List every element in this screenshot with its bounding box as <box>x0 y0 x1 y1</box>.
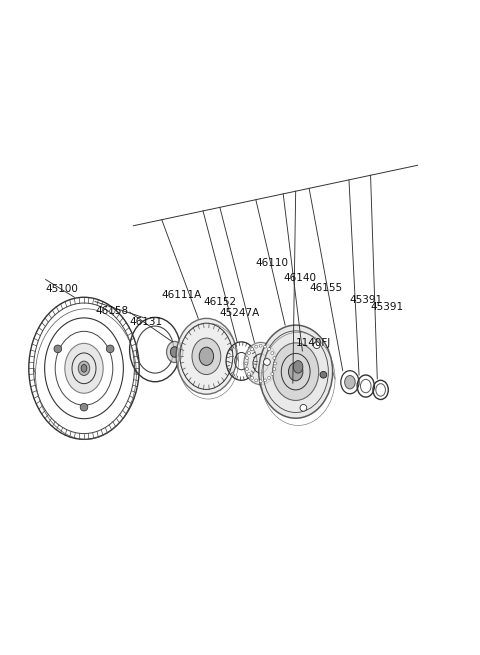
Circle shape <box>80 403 88 411</box>
Text: 46111A: 46111A <box>162 290 202 300</box>
Text: 46155: 46155 <box>309 283 342 293</box>
Circle shape <box>251 348 253 350</box>
Circle shape <box>107 345 114 352</box>
Circle shape <box>264 345 266 348</box>
Circle shape <box>255 345 258 348</box>
Text: 46110: 46110 <box>256 258 289 268</box>
Ellipse shape <box>293 361 303 373</box>
Circle shape <box>268 377 271 379</box>
Circle shape <box>274 362 276 365</box>
Ellipse shape <box>259 325 333 419</box>
Circle shape <box>300 405 307 411</box>
Circle shape <box>248 373 251 375</box>
Circle shape <box>271 373 274 375</box>
Circle shape <box>268 348 271 350</box>
Text: 46158: 46158 <box>95 306 128 316</box>
Circle shape <box>273 356 276 360</box>
Circle shape <box>264 379 266 382</box>
Circle shape <box>264 358 270 365</box>
Circle shape <box>245 362 248 365</box>
Circle shape <box>259 345 262 347</box>
Text: 45391: 45391 <box>371 302 404 312</box>
Text: 45391: 45391 <box>349 295 382 305</box>
Ellipse shape <box>199 347 214 365</box>
Ellipse shape <box>65 343 103 393</box>
Circle shape <box>320 371 327 378</box>
Text: 46131: 46131 <box>130 317 163 327</box>
Text: 46140: 46140 <box>283 272 316 282</box>
Circle shape <box>54 345 61 352</box>
Circle shape <box>313 342 320 348</box>
Ellipse shape <box>170 346 179 357</box>
Ellipse shape <box>81 364 87 372</box>
Ellipse shape <box>345 375 355 389</box>
Circle shape <box>271 352 274 354</box>
Circle shape <box>251 377 253 379</box>
Ellipse shape <box>78 361 90 375</box>
Ellipse shape <box>176 318 237 394</box>
Ellipse shape <box>288 362 303 381</box>
Circle shape <box>255 379 258 382</box>
Ellipse shape <box>273 343 319 400</box>
Circle shape <box>273 367 276 371</box>
Ellipse shape <box>244 343 277 384</box>
Circle shape <box>259 380 262 383</box>
Ellipse shape <box>192 338 221 375</box>
Circle shape <box>248 352 251 354</box>
Circle shape <box>245 356 248 360</box>
Text: 45247A: 45247A <box>220 308 260 318</box>
Circle shape <box>245 367 248 371</box>
Text: 46152: 46152 <box>203 297 236 307</box>
Text: 1140FJ: 1140FJ <box>296 338 331 348</box>
Ellipse shape <box>167 341 183 362</box>
Text: 45100: 45100 <box>46 284 78 294</box>
